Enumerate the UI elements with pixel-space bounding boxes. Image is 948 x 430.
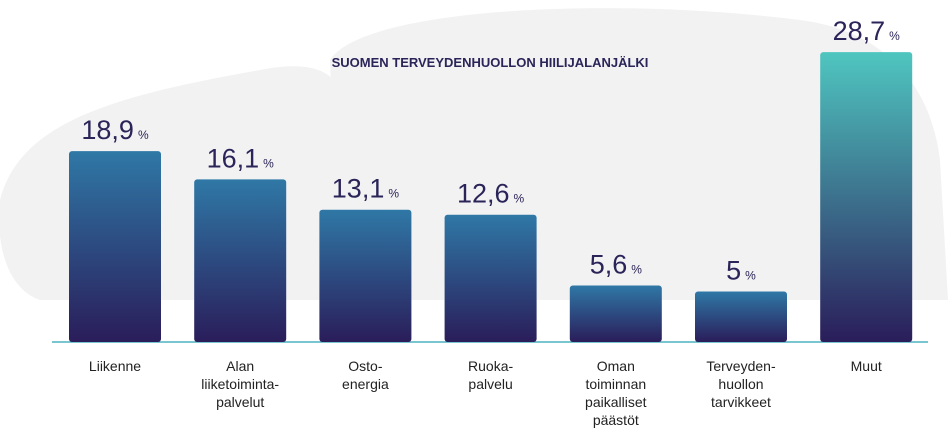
x-tick-label: päästöt (593, 412, 639, 428)
bar (319, 209, 412, 342)
value-number: 5,6 (590, 249, 628, 279)
value-unit: % (138, 128, 149, 142)
value-unit: % (514, 192, 525, 206)
value-unit: % (263, 156, 274, 170)
bar (444, 214, 537, 342)
x-tick-label: Liikenne (89, 358, 141, 374)
value-number: 16,1 (207, 143, 260, 173)
x-tick-label: huollon (718, 376, 763, 392)
x-tick-label: Muut (851, 358, 882, 374)
value-number: 28,7 (833, 16, 886, 46)
x-tick-label: paikalliset (585, 394, 647, 410)
value-number: 18,9 (81, 115, 134, 145)
bar (569, 285, 662, 342)
value-label: 18,9% (81, 115, 149, 145)
value-number: 5 (726, 256, 741, 286)
bar (695, 291, 787, 342)
chart-title: SUOMEN TERVEYDENHUOLLON HIILIJALANJÄLKI (332, 55, 649, 70)
x-tick-label: Alan (226, 358, 254, 374)
background-blob (0, 66, 360, 300)
x-tick-label: Oman (597, 358, 635, 374)
value-unit: % (745, 269, 756, 283)
x-tick-label: energia (342, 376, 389, 392)
value-unit: % (889, 29, 900, 43)
bar (69, 151, 161, 342)
value-label: 28,7% (833, 16, 901, 46)
x-tick-label: palvelu (468, 376, 512, 392)
value-unit: % (631, 262, 642, 276)
value-label: 5% (726, 256, 756, 286)
x-tick-label: palvelut (216, 394, 264, 410)
value-label: 5,6% (590, 249, 643, 279)
x-tick-label: Terveyden- (706, 358, 776, 374)
bar (820, 52, 913, 342)
value-label: 16,1% (207, 143, 275, 173)
x-tick-label: liiketoiminta- (201, 376, 279, 392)
value-label: 12,6% (457, 179, 525, 209)
value-number: 12,6 (457, 179, 510, 209)
value-label: 13,1% (332, 174, 400, 204)
x-tick-label: toiminnan (585, 376, 646, 392)
x-tick-label: Osto- (348, 358, 383, 374)
x-tick-label: Ruoka- (468, 358, 513, 374)
value-number: 13,1 (332, 174, 385, 204)
value-unit: % (388, 187, 399, 201)
bar (194, 179, 287, 342)
x-tick-label: tarvikkeet (711, 394, 771, 410)
